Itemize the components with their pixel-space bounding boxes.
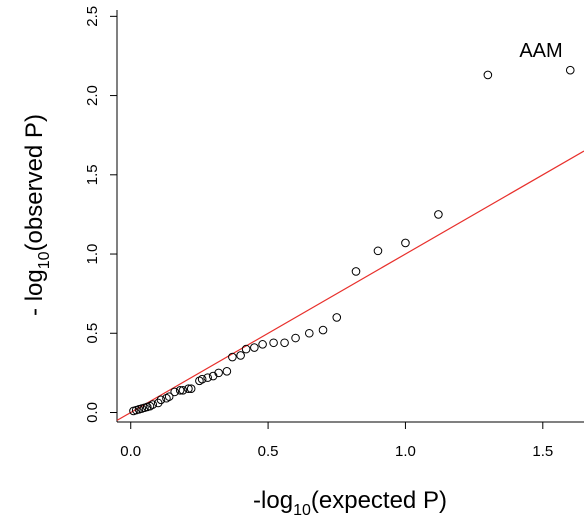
y-tick-label: 0.0 bbox=[84, 402, 101, 423]
data-point bbox=[228, 352, 237, 362]
y-tick-label: 2.0 bbox=[84, 85, 101, 106]
y-axis-title: - log10(observed P) bbox=[21, 114, 53, 316]
x-tick-label: 1.0 bbox=[395, 443, 416, 460]
data-point bbox=[153, 398, 163, 408]
data-point bbox=[148, 400, 158, 409]
data-point bbox=[373, 246, 383, 256]
x-ticks: 0.0 0.5 1.0 1.5 bbox=[120, 422, 553, 460]
data-point bbox=[291, 333, 300, 343]
x-tick-label: 1.5 bbox=[532, 443, 553, 460]
data-point bbox=[318, 325, 328, 335]
data-point bbox=[565, 65, 575, 75]
data-point bbox=[186, 384, 196, 394]
x-axis-title-suffix: (expected P) bbox=[311, 487, 447, 514]
data-point bbox=[269, 338, 278, 348]
data-point bbox=[258, 340, 267, 349]
y-tick-label: 2.5 bbox=[84, 6, 101, 27]
reference-line bbox=[116, 150, 584, 421]
data-points bbox=[129, 65, 575, 416]
data-point bbox=[351, 267, 361, 276]
data-point bbox=[203, 373, 212, 382]
y-tick-label: 1.5 bbox=[84, 164, 101, 185]
data-point bbox=[483, 70, 493, 80]
data-point bbox=[236, 351, 245, 360]
y-tick-label: 0.5 bbox=[84, 323, 101, 344]
data-point bbox=[332, 313, 342, 322]
data-point bbox=[214, 368, 223, 378]
x-axis-title-subscript: 10 bbox=[293, 502, 311, 519]
y-axis-title-suffix: (observed P) bbox=[21, 114, 48, 251]
plot-annotation: AAM bbox=[519, 40, 562, 62]
data-point bbox=[434, 210, 443, 219]
data-point bbox=[250, 343, 259, 352]
y-tick-label: 1.0 bbox=[84, 244, 101, 265]
data-point bbox=[178, 386, 188, 395]
x-axis-title-prefix: -log bbox=[253, 487, 293, 514]
y-axis-title-subscript: 10 bbox=[36, 251, 53, 269]
data-point bbox=[175, 386, 185, 395]
data-point bbox=[401, 238, 410, 248]
data-point bbox=[241, 344, 251, 354]
data-point bbox=[197, 374, 207, 384]
data-point bbox=[222, 366, 232, 376]
data-point bbox=[184, 384, 193, 394]
x-axis-title: -log10(expected P) bbox=[253, 487, 447, 519]
x-tick-label: 0.5 bbox=[258, 443, 279, 460]
y-ticks: 0.0 0.5 1.0 1.5 2.0 2.5 bbox=[84, 6, 117, 423]
data-point bbox=[164, 392, 174, 401]
data-point bbox=[156, 395, 166, 405]
data-point bbox=[304, 328, 314, 338]
data-point bbox=[280, 338, 289, 348]
axes bbox=[116, 10, 584, 423]
y-axis-title-prefix: - log bbox=[21, 269, 48, 316]
data-point bbox=[170, 387, 179, 397]
x-tick-label: 0.0 bbox=[120, 443, 141, 460]
